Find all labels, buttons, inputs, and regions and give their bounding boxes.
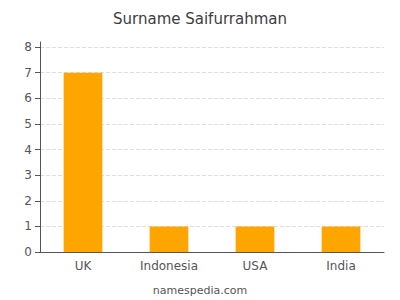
svg-text:4: 4 — [24, 143, 32, 157]
svg-text:Surname Saifurrahman: Surname Saifurrahman — [113, 10, 287, 28]
svg-text:6: 6 — [24, 91, 32, 105]
svg-text:7: 7 — [24, 66, 32, 80]
svg-text:Indonesia: Indonesia — [140, 259, 198, 273]
svg-text:8: 8 — [24, 40, 32, 54]
svg-text:3: 3 — [24, 168, 32, 182]
svg-text:UK: UK — [75, 259, 93, 273]
svg-text:1: 1 — [24, 219, 32, 233]
svg-text:2: 2 — [24, 194, 32, 208]
svg-text:0: 0 — [24, 245, 32, 259]
svg-text:India: India — [326, 259, 355, 273]
svg-text:namespedia.com: namespedia.com — [153, 284, 247, 297]
svg-text:USA: USA — [243, 259, 269, 273]
svg-text:5: 5 — [24, 117, 32, 131]
